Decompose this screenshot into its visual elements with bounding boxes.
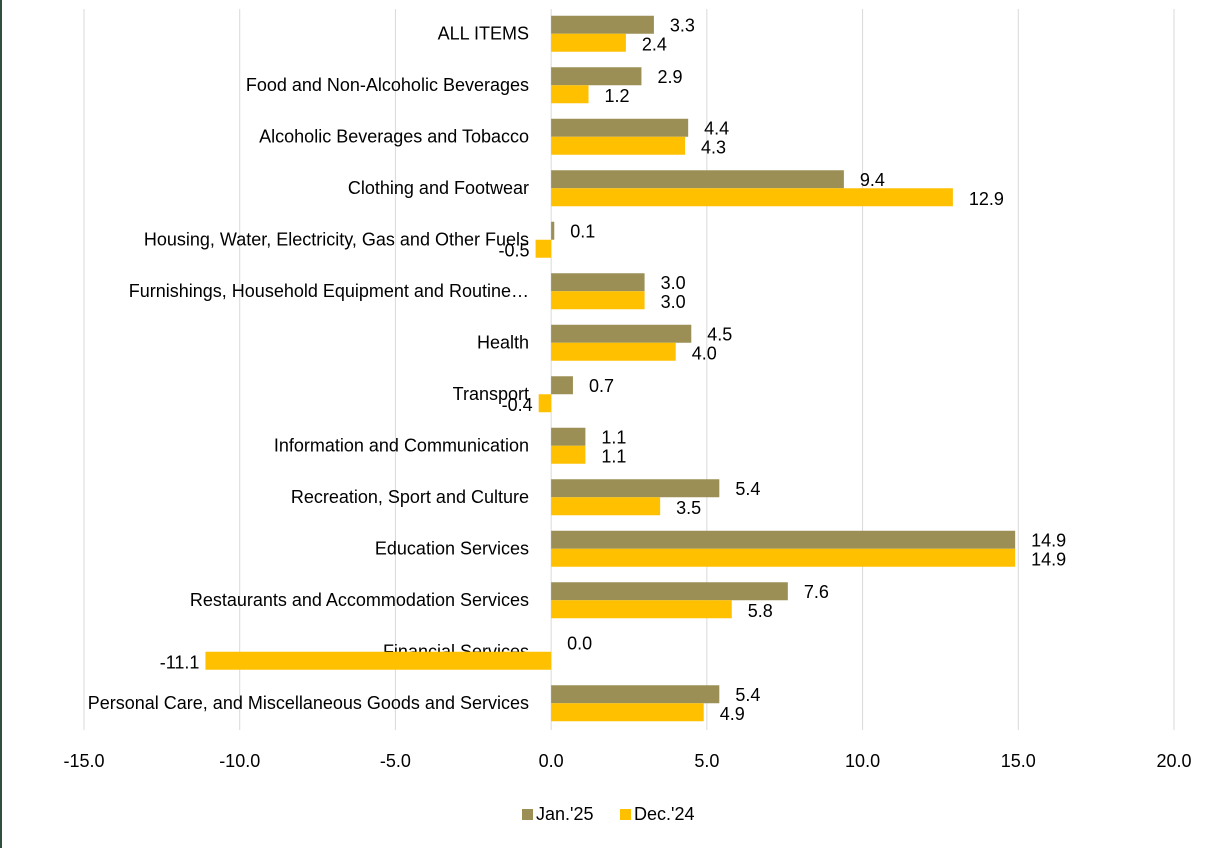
value-label: 1.1	[601, 447, 626, 467]
bar	[551, 600, 732, 619]
value-label: 14.9	[1031, 531, 1066, 551]
bar	[551, 33, 626, 52]
bar	[205, 651, 552, 670]
category-label: Information and Communication	[274, 436, 529, 456]
value-label: 3.0	[661, 273, 686, 293]
bar	[551, 67, 642, 86]
bar	[551, 479, 720, 498]
value-label: 4.5	[707, 325, 732, 345]
bar	[551, 685, 720, 704]
value-label: 5.4	[735, 479, 760, 499]
category-label: Transport	[453, 384, 529, 404]
bar	[551, 170, 844, 189]
bar	[551, 118, 689, 137]
bar	[551, 188, 953, 207]
category-label: Food and Non-Alcoholic Beverages	[246, 75, 529, 95]
value-label: 0.1	[570, 222, 595, 242]
bar	[551, 15, 654, 34]
value-label: 4.0	[692, 344, 717, 364]
value-label: -0.5	[499, 241, 530, 261]
value-label: 1.1	[601, 428, 626, 448]
value-label: 3.3	[670, 16, 695, 36]
x-tick-label: 5.0	[694, 751, 719, 771]
bar	[551, 376, 573, 395]
category-label: Personal Care, and Miscellaneous Goods a…	[88, 693, 529, 713]
x-tick-label: -15.0	[63, 751, 104, 771]
value-label: 7.6	[804, 582, 829, 602]
x-tick-label: 15.0	[1001, 751, 1036, 771]
legend-label: Jan.'25	[536, 804, 593, 824]
x-tick-label: 0.0	[539, 751, 564, 771]
value-label: 14.9	[1031, 550, 1066, 570]
value-label: 4.9	[720, 704, 745, 724]
value-label: -11.1	[160, 653, 200, 673]
category-label: ALL ITEMS	[438, 24, 529, 44]
value-label: 3.5	[676, 498, 701, 518]
bar	[551, 85, 589, 104]
bar	[551, 703, 704, 722]
category-label: Furnishings, Household Equipment and Rou…	[129, 281, 529, 301]
bar	[551, 445, 586, 464]
value-label: 12.9	[969, 189, 1004, 209]
bar	[551, 548, 1016, 567]
bar	[551, 291, 645, 310]
value-label: 9.4	[860, 170, 885, 190]
bar	[535, 239, 552, 258]
category-label: Clothing and Footwear	[348, 178, 529, 198]
bar	[551, 136, 686, 155]
value-label: 2.9	[657, 67, 682, 87]
bar	[551, 582, 788, 601]
value-label: 0.0	[567, 634, 592, 654]
x-tick-label: 20.0	[1156, 751, 1191, 771]
x-tick-label: -5.0	[380, 751, 411, 771]
category-label: Health	[477, 333, 529, 353]
value-label: 5.4	[735, 685, 760, 705]
bar	[551, 497, 661, 516]
category-label: Recreation, Sport and Culture	[291, 487, 529, 507]
category-label: Education Services	[375, 539, 529, 559]
bar	[551, 342, 676, 361]
bar	[551, 427, 586, 446]
value-label: 4.3	[701, 138, 726, 158]
category-label: Housing, Water, Electricity, Gas and Oth…	[144, 230, 529, 250]
category-label: Alcoholic Beverages and Tobacco	[259, 127, 529, 147]
bar	[551, 273, 645, 292]
legend-swatch	[522, 809, 533, 820]
bar	[551, 324, 692, 343]
value-label: 4.4	[704, 119, 729, 139]
value-label: 5.8	[748, 601, 773, 621]
bar	[551, 221, 555, 240]
value-label: 0.7	[589, 376, 614, 396]
category-label: Restaurants and Accommodation Services	[190, 590, 529, 610]
value-label: 3.0	[661, 292, 686, 312]
legend-label: Dec.'24	[634, 804, 694, 824]
bar	[538, 394, 552, 413]
value-label: 2.4	[642, 35, 667, 55]
x-tick-label: -10.0	[219, 751, 260, 771]
bar	[551, 530, 1016, 549]
legend-swatch	[620, 809, 631, 820]
x-tick-label: 10.0	[845, 751, 880, 771]
value-label: 1.2	[605, 86, 630, 106]
value-label: -0.4	[502, 395, 533, 415]
